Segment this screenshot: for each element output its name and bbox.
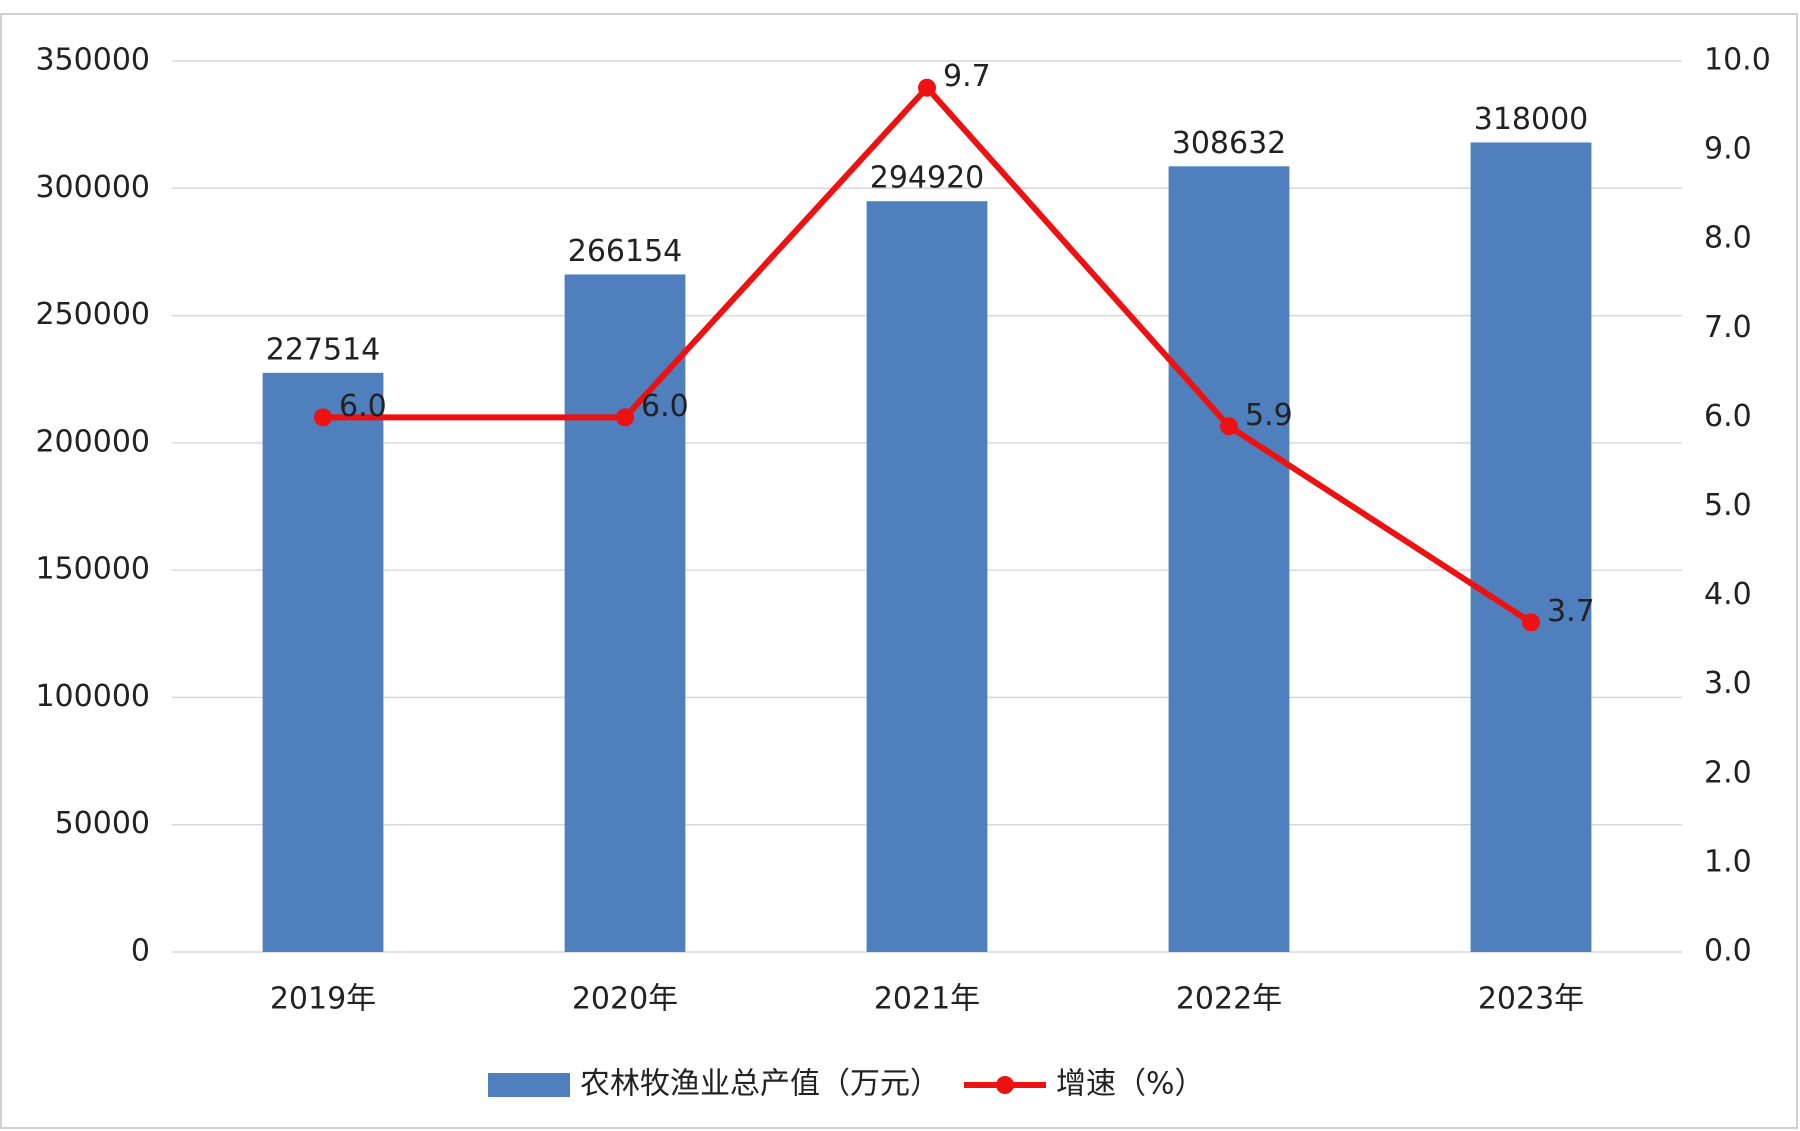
y2-tick-label: 7.0 xyxy=(1704,310,1752,345)
y2-tick-label: 8.0 xyxy=(1704,221,1752,256)
bar-value-label: 294920 xyxy=(870,161,985,196)
line-marker xyxy=(314,408,332,427)
line-value-label: 6.0 xyxy=(339,389,387,424)
bar xyxy=(564,274,686,952)
y-tick-label: 0 xyxy=(131,934,150,969)
bar-value-label: 266154 xyxy=(568,234,683,269)
y2-tick-label: 1.0 xyxy=(1704,844,1752,879)
y-tick-label: 200000 xyxy=(35,424,150,459)
line-marker xyxy=(616,408,634,427)
legend-label: 农林牧渔业总产值（万元） xyxy=(580,1067,940,1102)
line-marker xyxy=(1220,417,1238,436)
line-value-label: 6.0 xyxy=(641,389,689,424)
x-tick-label: 2023年 xyxy=(1478,982,1584,1017)
line-value-label: 5.9 xyxy=(1245,398,1293,433)
bar-value-label: 318000 xyxy=(1474,102,1589,137)
y2-tick-label: 4.0 xyxy=(1704,577,1752,612)
legend-swatch-marker xyxy=(996,1076,1014,1094)
legend-swatch xyxy=(488,1073,570,1097)
x-tick-label: 2021年 xyxy=(874,982,980,1017)
line-value-label: 9.7 xyxy=(943,59,991,94)
y2-tick-label: 6.0 xyxy=(1704,399,1752,434)
line-marker xyxy=(918,78,936,97)
y2-tick-label: 10.0 xyxy=(1704,43,1771,78)
line-marker xyxy=(1522,613,1540,632)
bar xyxy=(1168,166,1290,953)
bar xyxy=(262,372,384,953)
bar-value-label: 227514 xyxy=(266,332,381,367)
y-tick-label: 250000 xyxy=(35,297,150,332)
y-tick-label: 50000 xyxy=(55,806,150,841)
y-tick-label: 300000 xyxy=(35,170,150,205)
x-tick-label: 2019年 xyxy=(270,982,376,1017)
y-tick-label: 150000 xyxy=(35,552,150,587)
y2-tick-label: 9.0 xyxy=(1704,132,1752,167)
legend-label: 增速（%） xyxy=(1056,1067,1205,1102)
y2-tick-label: 3.0 xyxy=(1704,666,1752,701)
line-value-label: 3.7 xyxy=(1547,594,1595,629)
bar-value-label: 308632 xyxy=(1172,126,1287,161)
x-tick-label: 2020年 xyxy=(572,982,678,1017)
bar xyxy=(1470,142,1592,952)
y2-tick-label: 5.0 xyxy=(1704,488,1752,523)
y-tick-label: 100000 xyxy=(35,679,150,714)
bar xyxy=(866,201,988,952)
y2-tick-label: 2.0 xyxy=(1704,755,1752,790)
x-tick-label: 2022年 xyxy=(1176,982,1282,1017)
y2-tick-label: 0.0 xyxy=(1704,934,1752,969)
y-tick-label: 350000 xyxy=(35,43,150,78)
